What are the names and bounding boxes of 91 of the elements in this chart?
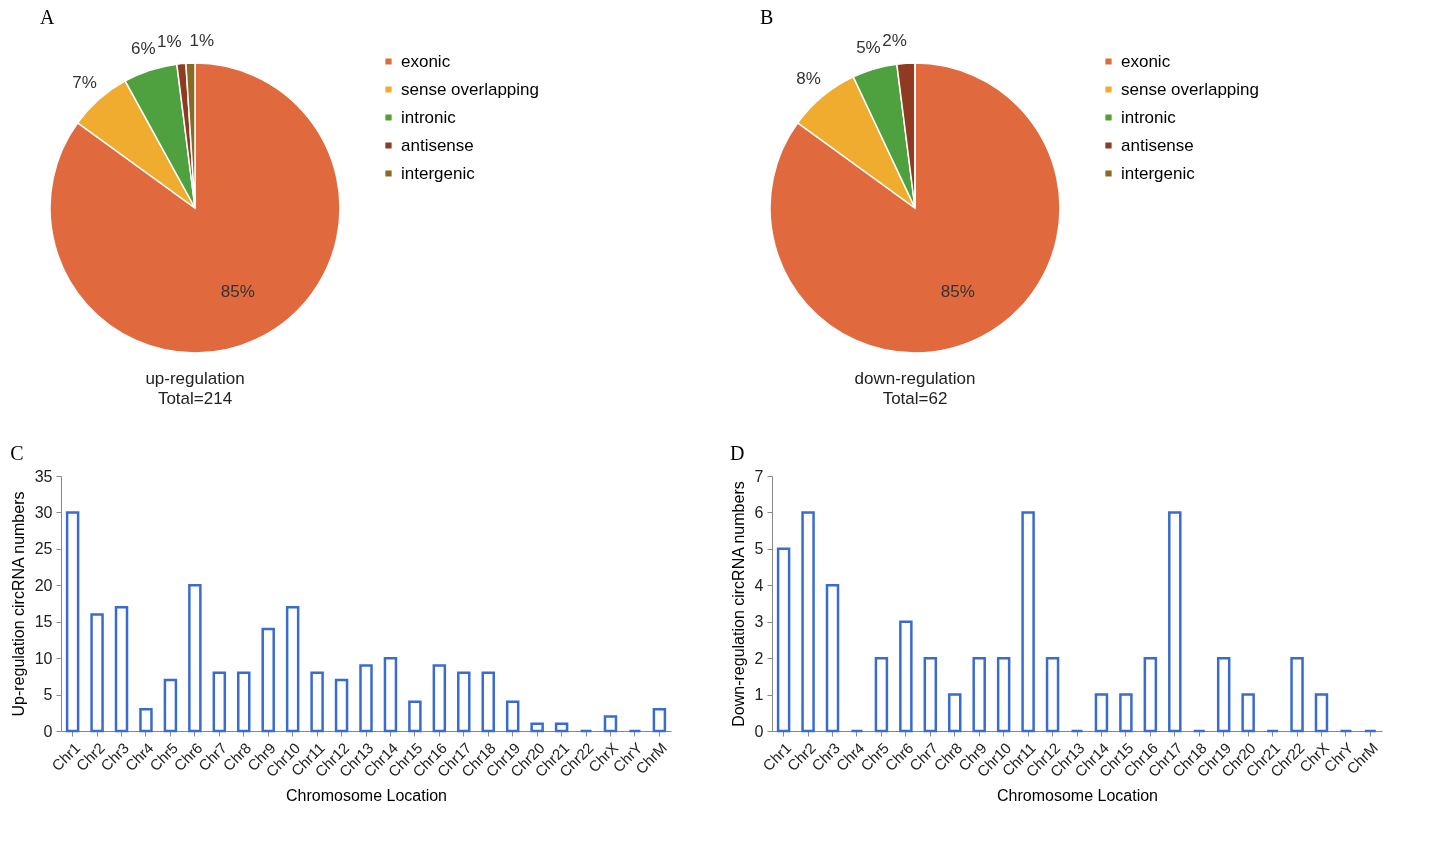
y-tick-label: 15 <box>34 613 53 631</box>
bar <box>481 671 495 733</box>
bar <box>652 707 667 733</box>
y-tick-label: 10 <box>34 649 53 667</box>
legend-label: antisense <box>401 135 474 155</box>
bar <box>1045 656 1060 733</box>
y-tick-label: 3 <box>754 613 764 631</box>
legend-label: sense overlapping <box>401 79 539 99</box>
bar <box>972 656 986 733</box>
bar <box>432 664 447 733</box>
data-label: 1% <box>156 31 182 51</box>
bar <box>285 605 300 733</box>
y-axis-title: Up-regulation circRNA numbers <box>9 491 27 717</box>
data-label: 8% <box>796 69 821 89</box>
bar <box>1216 656 1231 733</box>
bar <box>114 605 129 733</box>
chart-title: C <box>10 442 24 464</box>
bar <box>139 707 153 733</box>
bar <box>1290 656 1304 733</box>
bar <box>383 656 398 733</box>
bar <box>776 547 791 733</box>
x-axis-title: Chromosome Location <box>286 787 447 804</box>
legend-label: exonic <box>1121 51 1171 71</box>
data-label: 85% <box>940 281 975 301</box>
data-label: 85% <box>220 281 255 301</box>
bar <box>359 664 373 733</box>
bar <box>825 584 840 733</box>
bar <box>1021 511 1035 733</box>
bar <box>948 693 962 733</box>
bar <box>1314 693 1329 733</box>
bar <box>163 678 178 733</box>
bar <box>530 722 544 733</box>
bar <box>408 700 422 733</box>
bar <box>899 620 913 733</box>
data-label: 1% <box>189 31 215 51</box>
text: down-regulation <box>854 369 976 388</box>
bar <box>603 715 618 733</box>
bar <box>1094 693 1109 733</box>
data-label: 5% <box>856 37 881 57</box>
bar <box>188 584 202 733</box>
y-tick-label: 5 <box>754 540 764 558</box>
bar <box>801 511 815 733</box>
bar <box>1241 693 1255 733</box>
bar <box>310 671 324 733</box>
pie-slice <box>769 62 1061 354</box>
bar <box>212 671 227 733</box>
y-tick-label: 0 <box>43 722 53 740</box>
bar <box>505 700 520 733</box>
bar <box>1168 511 1182 733</box>
text: Total=214 <box>157 389 233 408</box>
y-tick-label: 35 <box>34 467 53 485</box>
bar <box>996 656 1011 733</box>
y-tick-label: 2 <box>754 649 764 667</box>
bar <box>65 511 80 733</box>
y-tick-label: 25 <box>34 540 53 558</box>
data-label: 7% <box>72 72 97 92</box>
y-tick-label: 20 <box>34 576 53 594</box>
x-axis-title: Chromosome Location <box>997 787 1158 804</box>
y-tick-label: 0 <box>754 722 764 740</box>
data-label: 6% <box>131 39 156 59</box>
legend-label: sense overlapping <box>1121 79 1259 99</box>
chart-title: A <box>40 6 55 29</box>
legend-label: intronic <box>1121 107 1177 127</box>
legend-label: intronic <box>401 107 457 127</box>
y-tick-label: 1 <box>754 686 764 704</box>
bar <box>457 671 471 733</box>
y-tick-label: 5 <box>43 686 53 704</box>
bar <box>1143 656 1158 733</box>
y-axis-title: Down-regulation circRNA numbers <box>729 481 747 727</box>
y-tick-label: 4 <box>754 576 764 594</box>
text: Total=62 <box>882 389 948 408</box>
chart-title: B <box>760 6 774 29</box>
legend-label: exonic <box>401 51 451 71</box>
bar <box>874 656 889 733</box>
legend-label: intergenic <box>401 163 476 183</box>
bar <box>237 671 251 733</box>
bar <box>90 613 104 733</box>
chart-title: D <box>730 442 745 464</box>
y-tick-label: 7 <box>754 467 764 485</box>
bar <box>261 627 275 733</box>
y-tick-label: 30 <box>34 503 53 521</box>
legend-label: antisense <box>1121 135 1194 155</box>
y-tick-label: 6 <box>754 503 764 521</box>
bar <box>923 656 938 733</box>
bar <box>554 722 569 733</box>
bar <box>1119 693 1133 733</box>
bar <box>334 678 349 733</box>
pie-slice <box>49 62 341 354</box>
legend-label: intergenic <box>1121 163 1196 183</box>
data-label: 2% <box>882 31 907 51</box>
text: up-regulation <box>145 369 245 388</box>
